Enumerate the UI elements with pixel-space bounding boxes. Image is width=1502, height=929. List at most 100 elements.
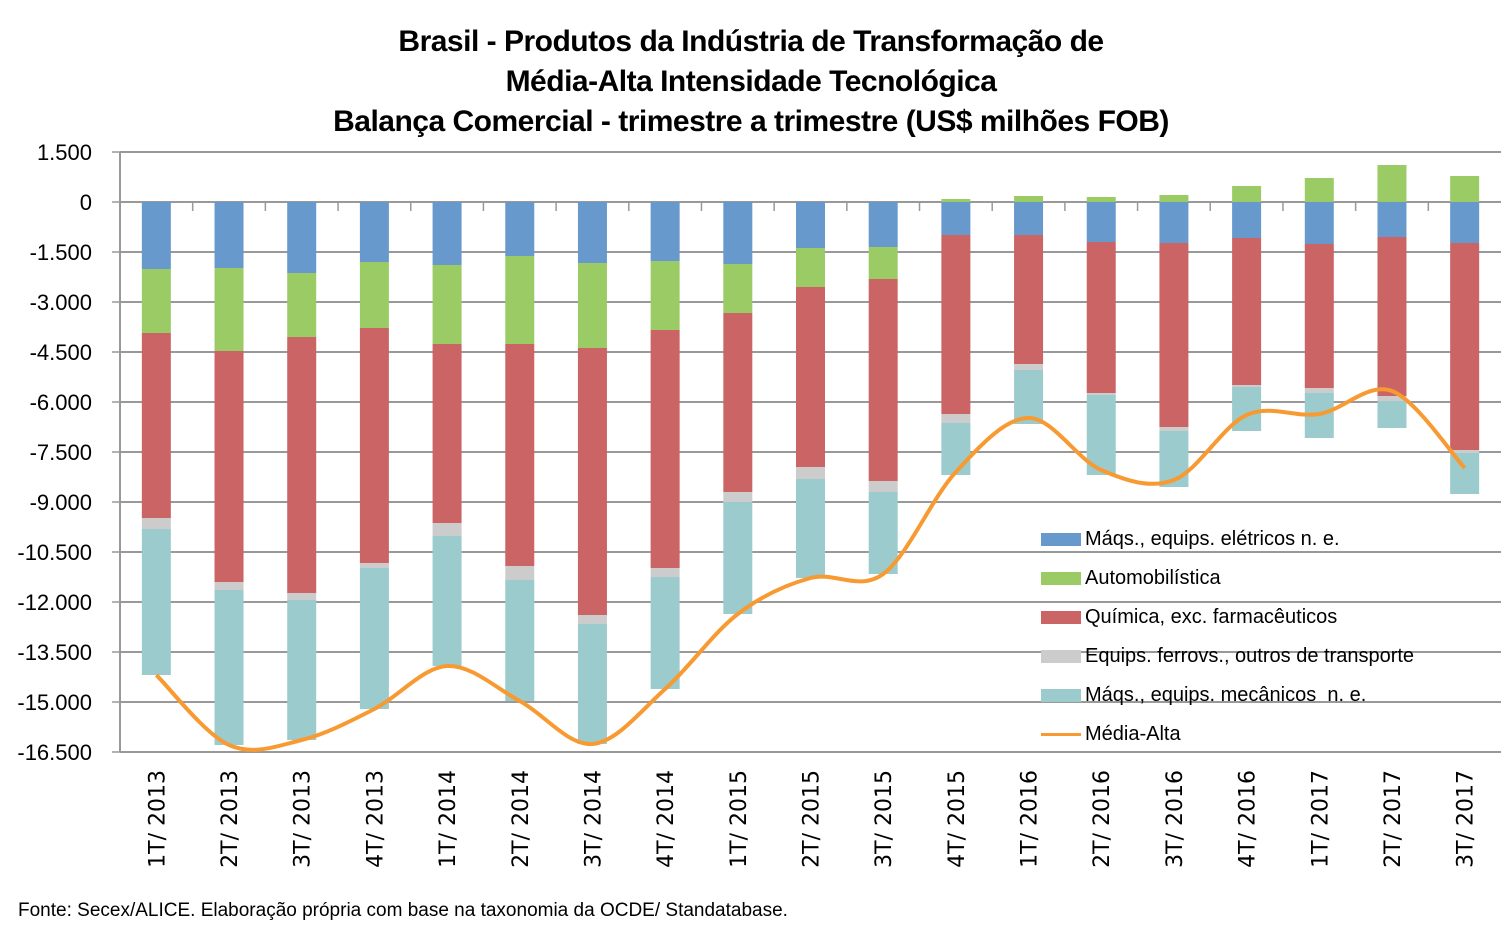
bar-segment	[287, 202, 317, 273]
bar-segment	[1450, 202, 1480, 243]
x-tick-label: 2T/ 2016	[1090, 770, 1115, 868]
bar-segment	[141, 518, 171, 529]
bar-segment	[650, 261, 680, 330]
bar-segment	[723, 264, 753, 313]
bar-segment	[796, 248, 825, 287]
legend-label: Máqs., equips. mecânicos n. e.	[1085, 684, 1367, 706]
bar-segment	[141, 269, 171, 333]
bar-segment	[941, 423, 971, 475]
bar-segment	[141, 202, 171, 269]
bars	[141, 165, 1480, 745]
bar-segment	[1232, 202, 1262, 238]
x-tick-label: 1T/ 2013	[145, 770, 170, 868]
legend-swatch-media-alta	[1041, 733, 1081, 736]
bar-segment	[1232, 186, 1262, 202]
bar-segment	[359, 202, 389, 262]
legend-label: Automobilística	[1085, 567, 1221, 589]
x-tick-label: 3T/ 2017	[1454, 770, 1479, 868]
legend-swatch-quimica	[1041, 611, 1081, 624]
x-axis: 1T/ 2013 2T/ 2013 3T/ 2013 4T/ 2013 1T/ 2014…	[145, 202, 1479, 868]
legend-label: Média-Alta	[1085, 723, 1181, 745]
bar-segment	[577, 202, 607, 263]
bar-segment	[141, 529, 171, 675]
bar-segment	[1377, 401, 1407, 428]
bar-segment	[214, 268, 244, 351]
y-tick-label: -9.000	[30, 490, 92, 515]
bar-segment	[359, 262, 389, 328]
bar-segment	[141, 333, 171, 518]
x-tick-label: 4T/ 2016	[1236, 770, 1261, 868]
bar-segment	[796, 202, 825, 248]
bar-segment	[359, 568, 389, 709]
bar-segment	[1014, 202, 1044, 235]
bar-segment	[214, 202, 244, 268]
bar-segment	[650, 577, 680, 689]
bar-segment	[1086, 242, 1116, 393]
bar-segment	[723, 492, 753, 502]
bar-segment	[1377, 396, 1407, 401]
x-tick-label: 2T/ 2013	[218, 770, 243, 868]
bar-segment	[505, 566, 535, 580]
bar-segment	[359, 328, 389, 563]
legend-item: Equips. ferrovs., outros de transporte	[1041, 637, 1414, 676]
chart-title-line-1: Brasil - Produtos da Indústria de Transf…	[398, 25, 1104, 58]
bar-segment	[723, 502, 753, 614]
bar-segment	[287, 337, 317, 593]
bar-segment	[505, 580, 535, 701]
bar-segment	[432, 536, 462, 666]
x-tick-label: 1T/ 2016	[1018, 770, 1043, 868]
bar-segment	[868, 481, 898, 492]
bar-segment	[868, 247, 898, 279]
bar-segment	[1450, 243, 1480, 450]
y-tick-label: -13.500	[17, 640, 92, 665]
x-tick-label: 4T/ 2013	[363, 770, 388, 868]
bar-segment	[796, 479, 825, 578]
bar-segment	[723, 313, 753, 492]
x-tick-label: 3T/ 2015	[872, 770, 897, 868]
bar-segment	[650, 330, 680, 568]
y-tick-label: -3.000	[30, 290, 92, 315]
legend-item: Máqs., equips. mecânicos n. e.	[1041, 676, 1414, 715]
bar-segment	[577, 263, 607, 348]
legend-swatch-eletricos	[1041, 533, 1081, 546]
bar-segment	[1377, 237, 1407, 396]
source-note: Fonte: Secex/ALICE. Elaboração própria c…	[18, 900, 788, 921]
y-tick-label: -1.500	[30, 240, 92, 265]
y-tick-label: -10.500	[17, 540, 92, 565]
bar-segment	[1086, 395, 1116, 475]
bar-segment	[287, 273, 317, 337]
chart-title-line-2: Média-Alta Intensidade Tecnológica	[505, 65, 997, 98]
bar-segment	[796, 287, 825, 467]
chart-title-line-3: Balança Comercial - trimestre a trimestr…	[333, 105, 1169, 138]
bar-segment	[1450, 453, 1480, 494]
bar-segment	[796, 467, 825, 479]
bar-segment	[1014, 235, 1044, 364]
y-tick-label: -7.500	[30, 440, 92, 465]
bar-segment	[287, 593, 317, 600]
bar-segment	[1086, 202, 1116, 242]
bar-segment	[432, 344, 462, 523]
bar-segment	[1014, 370, 1044, 424]
bar-segment	[359, 563, 389, 568]
bar-segment	[868, 279, 898, 481]
legend-label: Máqs., equips. elétricos n. e.	[1085, 528, 1340, 550]
y-tick-label: -12.000	[17, 590, 92, 615]
x-tick-label: 2T/ 2015	[800, 770, 825, 868]
legend-item: Química, exc. farmacêuticos	[1041, 598, 1414, 637]
legend-label: Química, exc. farmacêuticos	[1085, 606, 1338, 628]
bar-segment	[941, 202, 971, 235]
bar-segment	[432, 523, 462, 536]
bar-segment	[1304, 202, 1334, 244]
legend-item: Automobilística	[1041, 559, 1414, 598]
bar-segment	[432, 265, 462, 344]
legend: Máqs., equips. elétricos n. e. Automobil…	[1041, 520, 1414, 754]
y-tick-label: -15.000	[17, 690, 92, 715]
bar-segment	[1159, 243, 1189, 427]
bar-segment	[287, 600, 317, 740]
bar-segment	[577, 624, 607, 744]
y-tick-label: -16.500	[17, 740, 92, 765]
bar-segment	[505, 344, 535, 566]
bar-segment	[214, 582, 244, 590]
x-tick-label: 1T/ 2017	[1308, 770, 1333, 868]
